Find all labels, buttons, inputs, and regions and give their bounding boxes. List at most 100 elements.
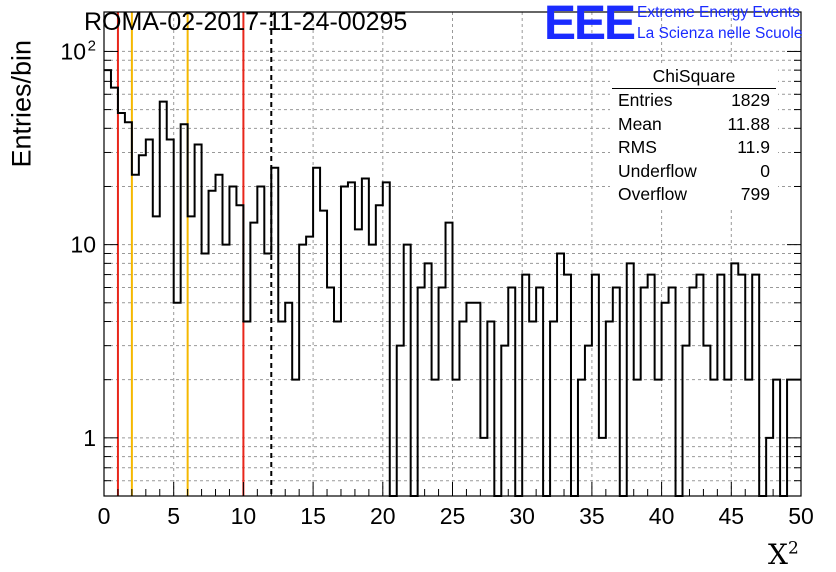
histogram-bin [369, 245, 376, 496]
histogram-bin [341, 186, 348, 496]
histogram-bin [738, 275, 745, 496]
histogram-bin [209, 191, 216, 496]
histogram-bin [243, 322, 250, 496]
x-tick-label: 50 [788, 503, 814, 529]
x-tick-label: 30 [509, 503, 535, 529]
histogram-bin [648, 275, 655, 496]
histogram-bin [613, 288, 620, 496]
stats-label: Underflow [618, 160, 697, 181]
stats-row-entries: Entries 1829 [610, 89, 778, 113]
stats-label: RMS [618, 137, 657, 157]
histogram-bin [132, 175, 139, 496]
marker-lines [116, 12, 273, 496]
histogram-bin [529, 322, 536, 496]
histogram-bin [752, 275, 759, 496]
stats-value: 799 [740, 184, 770, 204]
stats-box: ChiSquare Entries 1829 Mean 11.88 RMS 11… [610, 64, 778, 207]
histogram-bin [327, 288, 334, 496]
histogram-bin [662, 303, 669, 496]
logo-line-2: La Scienza nelle Scuole [637, 25, 803, 42]
histogram-bin [334, 322, 341, 496]
run-title: ROMA-02-2017-11-24-00295 [84, 8, 408, 36]
x-tick-label: 20 [370, 503, 396, 529]
histogram-bin [501, 346, 508, 496]
histogram-bin [146, 140, 153, 496]
histogram-bin [592, 275, 599, 496]
histogram-bin [418, 288, 425, 496]
histogram-bin [222, 245, 229, 496]
stats-label: Entries [618, 90, 673, 110]
y-tick-label: 10 [70, 232, 96, 258]
histogram-bin [216, 175, 223, 496]
histogram-bin [404, 245, 411, 496]
stats-label: Mean [618, 113, 662, 134]
logo-mark: EEE [544, 0, 636, 50]
histogram-bin [188, 216, 195, 496]
histogram-bin [257, 186, 264, 496]
histogram-bin [487, 322, 494, 496]
stats-row-underflow: Underflow 0 [610, 160, 778, 184]
histogram-bin [466, 303, 473, 496]
y-tick-label: 1 [83, 425, 96, 451]
histogram-bin [459, 322, 466, 496]
histogram-bin [703, 346, 710, 496]
stats-value: 11.88 [727, 113, 771, 134]
x-tick-label: 10 [231, 503, 257, 529]
stats-value: 11.9 [737, 137, 770, 157]
histogram-bin [278, 322, 285, 496]
histogram-bin [606, 322, 613, 496]
y-axis-label: Entries/bin [6, 39, 37, 168]
histogram-bin [536, 288, 543, 496]
histogram-bin [550, 322, 557, 496]
histogram-bin [111, 88, 118, 496]
histogram-bin [181, 124, 188, 496]
histogram-bin [264, 253, 271, 496]
y-tick-label: 10 [60, 38, 86, 64]
histogram-bin [355, 229, 362, 496]
histogram-bin [641, 288, 648, 496]
histogram-bin [299, 245, 306, 496]
logo-line-1: Extreme Energy Events [637, 4, 800, 21]
histogram-bin [557, 253, 564, 496]
eee-logo: EEE Extreme Energy Events La Scienza nel… [544, 0, 834, 50]
histogram-bin [139, 155, 146, 496]
histogram-bin [689, 288, 696, 496]
histogram-bin [236, 205, 243, 496]
tick-marks [103, 50, 802, 497]
histogram-bin [174, 303, 181, 496]
histogram-bin [160, 102, 167, 496]
stats-row-mean: Mean 11.88 [610, 113, 778, 137]
histogram-bin [397, 346, 404, 496]
x-axis-label: X2 [768, 538, 799, 571]
histogram-bin [362, 178, 369, 496]
histogram-bin [508, 288, 515, 496]
histogram-bin [229, 186, 236, 496]
histogram-bin [473, 303, 480, 496]
stats-value: 0 [760, 160, 770, 181]
x-axis-label-base: X [768, 538, 788, 571]
histogram-bin [717, 275, 724, 496]
x-tick-label: 25 [440, 503, 466, 529]
histogram-bin [383, 182, 390, 496]
histogram-bin [439, 288, 446, 496]
histogram-bin [306, 237, 313, 496]
histogram-bin [125, 122, 132, 496]
stats-title: ChiSquare [612, 64, 776, 89]
x-tick-label: 5 [167, 503, 180, 529]
histogram-bin [564, 275, 571, 496]
histogram-bin [195, 144, 202, 496]
histogram-bin [202, 253, 209, 496]
histogram-bin [153, 216, 160, 496]
histogram-bin [683, 346, 690, 496]
histogram-bin [348, 182, 355, 496]
stats-label: Overflow [618, 184, 688, 204]
histogram-bin [104, 70, 111, 496]
histogram-bin [167, 140, 174, 496]
x-tick-label: 15 [300, 503, 326, 529]
x-tick-label: 0 [98, 503, 111, 529]
stats-row-rms: RMS 11.9 [610, 136, 778, 160]
histogram-bin [696, 275, 703, 496]
histogram-bin [522, 275, 529, 496]
stats-value: 1829 [731, 90, 770, 110]
